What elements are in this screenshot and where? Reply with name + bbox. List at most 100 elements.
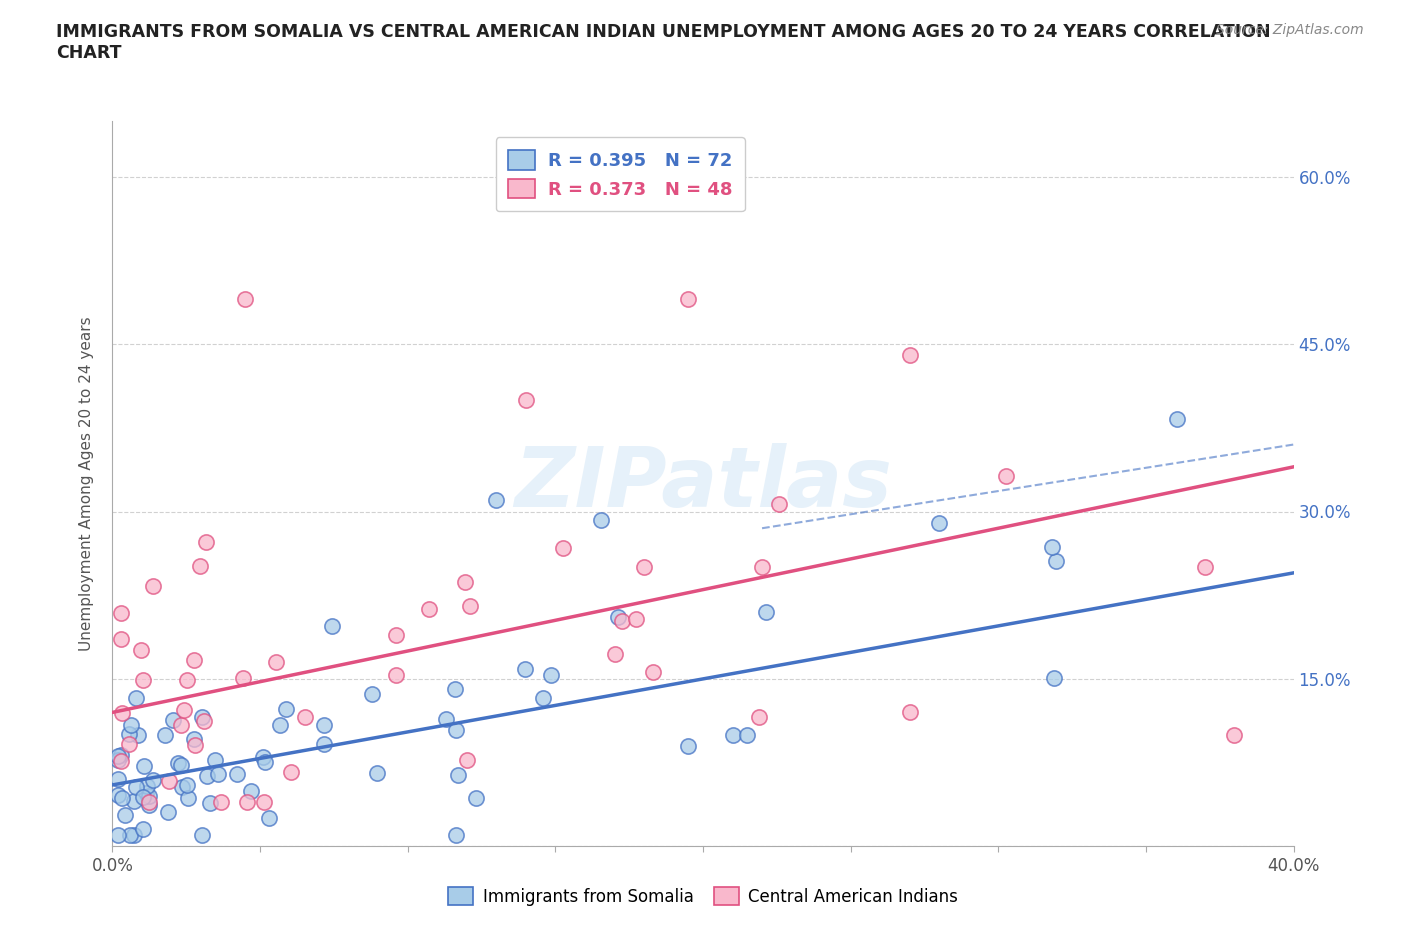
Point: [157, 774, 180, 789]
Point: [553, 541, 575, 556]
Point: [169, 718, 191, 733]
Point: [1042, 671, 1064, 685]
Point: [385, 668, 408, 683]
Point: [269, 717, 291, 732]
Point: [384, 628, 406, 643]
Text: Source: ZipAtlas.com: Source: ZipAtlas.com: [1216, 23, 1364, 37]
Point: [1223, 727, 1246, 742]
Point: [994, 468, 1017, 483]
Point: [177, 790, 200, 805]
Point: [360, 686, 382, 701]
Point: [253, 754, 276, 769]
Point: [603, 646, 626, 661]
Point: [1040, 539, 1063, 554]
Point: [132, 790, 155, 804]
Point: [444, 681, 467, 696]
Point: [418, 601, 440, 616]
Point: [280, 764, 302, 779]
Point: [176, 672, 198, 687]
Point: [134, 759, 156, 774]
Point: [135, 786, 157, 801]
Point: [156, 804, 179, 819]
Point: [110, 748, 132, 763]
Point: [612, 614, 634, 629]
Point: [1166, 412, 1188, 427]
Point: [721, 727, 744, 742]
Point: [748, 710, 770, 724]
Point: [540, 668, 562, 683]
Point: [312, 718, 335, 733]
Point: [589, 512, 612, 527]
Point: [633, 560, 655, 575]
Point: [321, 618, 343, 633]
Point: [454, 574, 477, 589]
Point: [312, 737, 335, 751]
Point: [1045, 553, 1067, 568]
Point: [170, 757, 193, 772]
Text: IMMIGRANTS FROM SOMALIA VS CENTRAL AMERICAN INDIAN UNEMPLOYMENT AMONG AGES 20 TO: IMMIGRANTS FROM SOMALIA VS CENTRAL AMERI…: [56, 23, 1271, 62]
Point: [233, 292, 256, 307]
Point: [188, 559, 211, 574]
Point: [107, 788, 129, 803]
Point: [167, 756, 190, 771]
Y-axis label: Unemployment Among Ages 20 to 24 years: Unemployment Among Ages 20 to 24 years: [79, 316, 94, 651]
Point: [110, 631, 132, 646]
Point: [122, 828, 145, 843]
Point: [193, 714, 215, 729]
Point: [176, 777, 198, 792]
Point: [107, 749, 129, 764]
Point: [131, 821, 153, 836]
Point: [142, 772, 165, 787]
Point: [444, 828, 467, 843]
Point: [607, 610, 630, 625]
Point: [125, 690, 148, 705]
Point: [183, 652, 205, 667]
Point: [173, 702, 195, 717]
Legend: R = 0.395   N = 72, R = 0.373   N = 48: R = 0.395 N = 72, R = 0.373 N = 48: [495, 138, 745, 211]
Point: [898, 705, 921, 720]
Point: [183, 732, 205, 747]
Point: [515, 392, 537, 407]
Point: [236, 794, 259, 809]
Point: [678, 292, 700, 307]
Point: [132, 673, 155, 688]
Point: [485, 493, 508, 508]
Point: [195, 768, 218, 783]
Point: [768, 497, 790, 512]
Point: [252, 750, 274, 764]
Point: [624, 611, 647, 626]
Point: [240, 783, 263, 798]
Point: [253, 794, 276, 809]
Point: [111, 791, 134, 806]
Point: [120, 828, 142, 843]
Point: [138, 798, 160, 813]
Point: [153, 728, 176, 743]
Point: [898, 348, 921, 363]
Point: [110, 753, 132, 768]
Point: [107, 772, 129, 787]
Point: [136, 778, 159, 793]
Point: [111, 706, 134, 721]
Point: [118, 737, 141, 751]
Point: [533, 690, 555, 705]
Legend: Immigrants from Somalia, Central American Indians: Immigrants from Somalia, Central America…: [441, 881, 965, 912]
Point: [751, 560, 773, 575]
Text: ZIPatlas: ZIPatlas: [515, 443, 891, 525]
Point: [737, 727, 759, 742]
Point: [142, 578, 165, 593]
Point: [456, 752, 478, 767]
Point: [458, 598, 481, 613]
Point: [444, 723, 467, 737]
Point: [266, 655, 288, 670]
Point: [464, 790, 486, 805]
Point: [129, 643, 152, 658]
Point: [183, 737, 205, 752]
Point: [200, 796, 222, 811]
Point: [125, 780, 148, 795]
Point: [114, 807, 136, 822]
Point: [195, 535, 218, 550]
Point: [120, 717, 142, 732]
Point: [1194, 560, 1216, 575]
Point: [434, 711, 457, 726]
Point: [138, 794, 160, 809]
